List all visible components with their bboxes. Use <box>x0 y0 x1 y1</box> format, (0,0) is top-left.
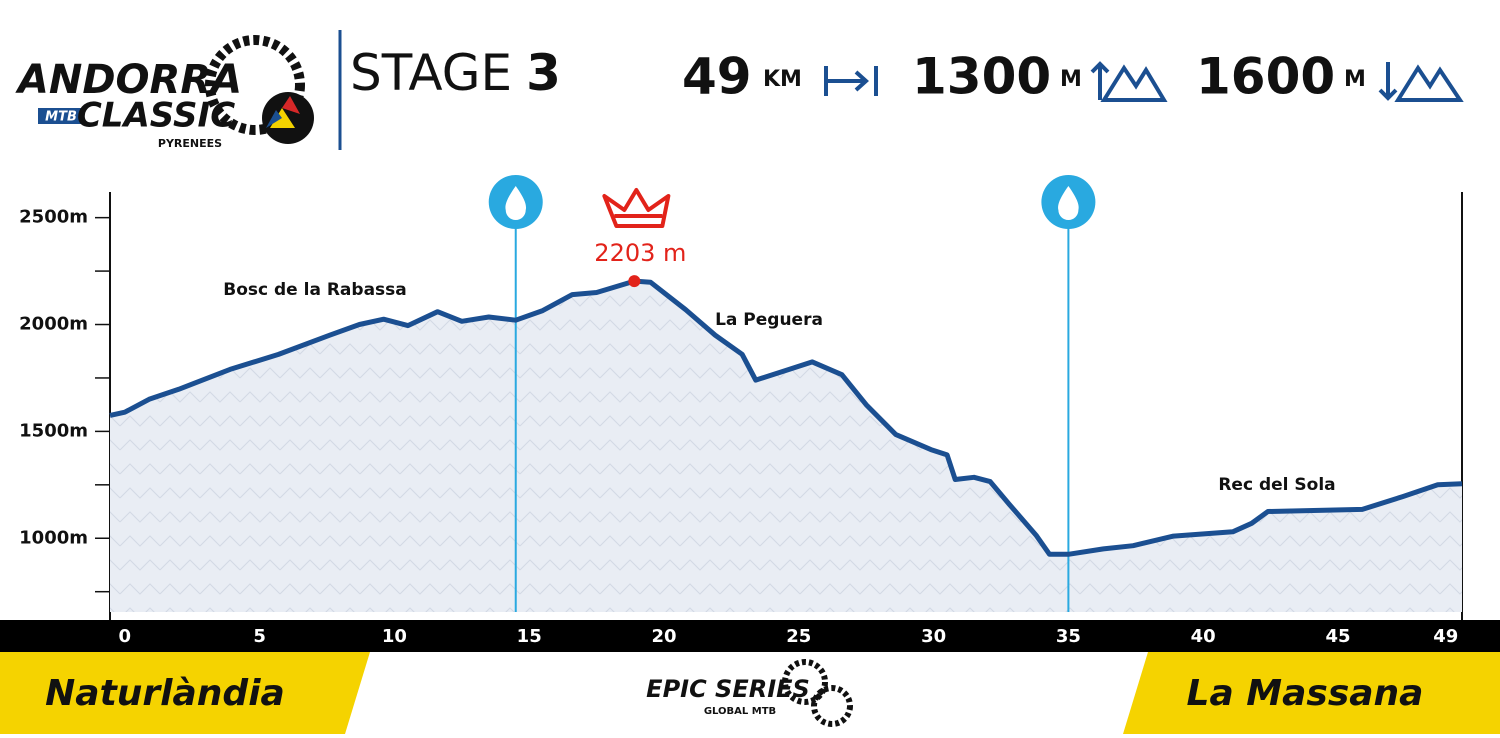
place-label: Rec del Sola <box>1218 475 1335 495</box>
x-axis-band <box>0 620 1500 652</box>
profile-area <box>110 281 1462 612</box>
x-tick-label: 20 <box>651 626 676 647</box>
water-drop <box>505 186 527 220</box>
stat-unit: M <box>1344 67 1366 92</box>
plot: 1000m 1500m 2000m 2500m 2203 m Bosc de la Rab… <box>19 175 1463 620</box>
x-tick-label: 40 <box>1191 626 1216 647</box>
x-tick-label: 35 <box>1056 626 1081 647</box>
logo: ANDORRA MTB CLASSIC PYRENEES <box>15 35 314 150</box>
summit-label: 2203 m <box>594 239 686 267</box>
finish-box <box>1123 652 1500 734</box>
place-label: La Peguera <box>715 310 823 330</box>
logo-text: ANDORRA <box>15 57 242 103</box>
logo-text: MTB <box>45 110 77 125</box>
x-tick-label: 25 <box>786 626 811 647</box>
stat-value: 1600 <box>1196 48 1335 106</box>
logo-text: PYRENEES <box>158 137 222 150</box>
stage-title: STAGE 3 <box>350 44 561 102</box>
y-tick-label: 2500m <box>19 207 88 228</box>
gear <box>782 659 828 705</box>
x-tick-label: 5 <box>253 626 266 647</box>
series-logo: EPIC SERIES <box>646 675 810 703</box>
series-logo-sub: GLOBAL MTB <box>704 706 776 717</box>
x-tick-label: 30 <box>921 626 946 647</box>
summit-crown <box>602 188 671 228</box>
stats: 49 KM 1300 M 1600 M <box>682 48 1366 106</box>
y-tick-label: 1500m <box>19 420 88 441</box>
stage-label: STAGE <box>350 44 512 102</box>
place-label: Bosc de la Rabassa <box>223 280 407 300</box>
y-tick-label: 1000m <box>19 527 88 548</box>
start-box <box>0 652 370 734</box>
x-tick-label: 45 <box>1325 626 1350 647</box>
x-tick-label: 10 <box>382 626 407 647</box>
stat-icons <box>824 61 1464 102</box>
logo-text: CLASSIC <box>77 96 235 136</box>
start-name: Naturlàndia <box>45 673 285 714</box>
y-tick-label: 2000m <box>19 314 88 335</box>
stat-value: 1300 <box>912 48 1051 106</box>
gear <box>811 685 853 727</box>
x-tick-label: 49 <box>1433 626 1458 647</box>
stat-value: 49 <box>682 48 752 106</box>
stat-unit: KM <box>763 67 802 92</box>
stat-unit: M <box>1060 67 1082 92</box>
finish-name: La Massana <box>1187 673 1424 714</box>
x-tick-label: 15 <box>517 626 542 647</box>
profile-line <box>109 278 1463 557</box>
water-drop <box>1058 186 1079 220</box>
x-tick-label: 0 <box>119 626 132 647</box>
stage-number: 3 <box>526 44 561 102</box>
summit-point <box>628 275 641 288</box>
